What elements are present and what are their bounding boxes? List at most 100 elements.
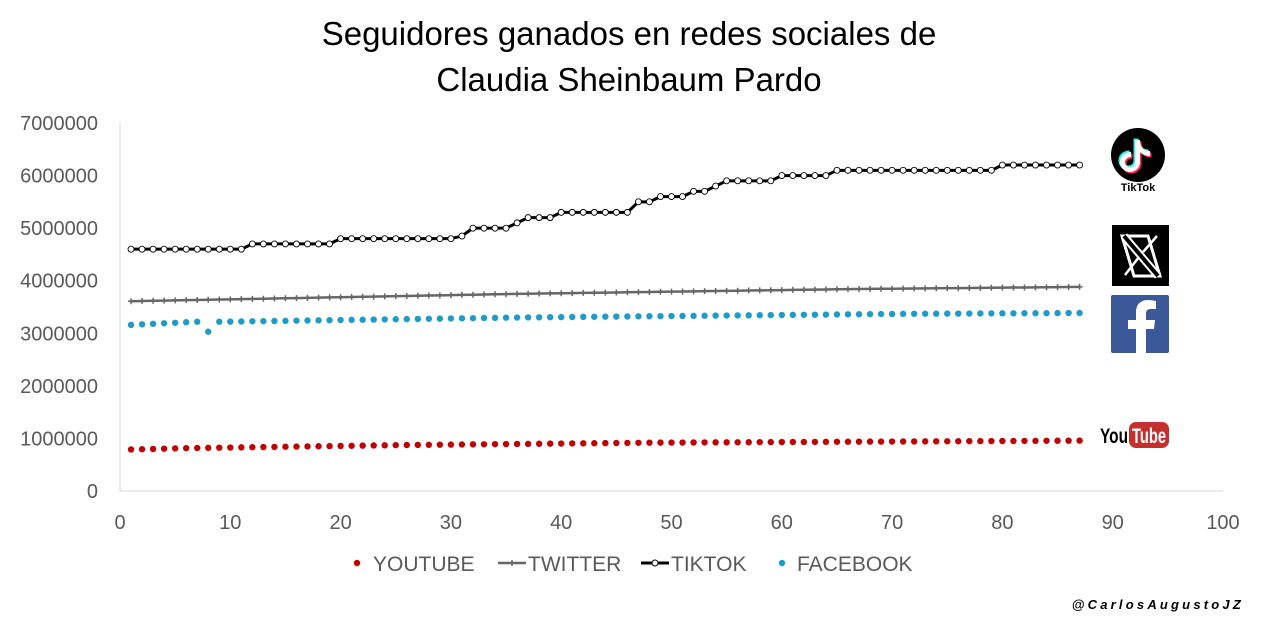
tiktok-point	[392, 235, 400, 243]
tiktok-point	[800, 172, 808, 180]
youtube-point	[778, 438, 785, 446]
twitter-point	[613, 289, 620, 296]
facebook-point	[1021, 310, 1028, 317]
tiktok-point	[866, 166, 874, 174]
facebook-point	[513, 314, 521, 321]
tiktok-point	[370, 235, 378, 243]
twitter-point	[503, 291, 510, 298]
youtube-point	[933, 438, 940, 445]
facebook-point	[944, 310, 951, 317]
youtube-point	[249, 444, 256, 451]
tiktok-point	[513, 219, 521, 227]
youtube-point	[403, 441, 410, 449]
facebook-point	[855, 311, 863, 318]
youtube-point	[712, 439, 719, 446]
youtube-point	[458, 441, 466, 448]
tiktok-point	[888, 166, 896, 174]
facebook-point	[833, 311, 841, 318]
facebook-point	[999, 310, 1006, 317]
youtube-point	[756, 438, 763, 446]
twitter-point	[381, 293, 388, 300]
chart-title-line-1: Seguidores ganados en redes sociales de	[321, 15, 937, 52]
youtube-point	[271, 443, 278, 451]
tiktok-point	[976, 166, 984, 174]
tiktok-point	[690, 187, 698, 195]
facebook-point	[778, 311, 785, 319]
twitter-point	[955, 285, 962, 292]
youtube-point	[1065, 437, 1072, 444]
legend-marker-point-tiktok	[651, 559, 659, 567]
facebook-point	[767, 311, 774, 319]
tiktok-point	[293, 240, 300, 248]
tiktok-point	[127, 245, 135, 253]
twitter-point	[282, 295, 289, 302]
youtube-point	[238, 444, 245, 451]
facebook-point	[546, 313, 554, 321]
youtube-point	[1076, 437, 1083, 444]
youtube-point	[613, 439, 620, 447]
youtube-point	[701, 439, 708, 446]
youtube-point	[469, 441, 477, 448]
tiktok-point	[1043, 161, 1050, 169]
tiktok-note-icon	[1118, 138, 1152, 174]
youtube-point	[800, 438, 808, 446]
twitter-point	[1043, 284, 1050, 291]
facebook-point	[359, 316, 366, 323]
tiktok-point	[469, 224, 477, 232]
twitter-point	[933, 285, 940, 292]
axes: 0 1000000 2000000 3000000 4000000 5000000 6000…	[20, 113, 1240, 534]
twitter-series	[128, 283, 1083, 305]
youtube-point	[844, 438, 852, 445]
twitter-point	[701, 288, 708, 295]
facebook-point	[1043, 309, 1050, 317]
facebook-point	[745, 312, 752, 319]
youtube-point	[767, 438, 774, 446]
twitter-point	[403, 292, 410, 299]
twitter-point	[414, 292, 421, 299]
twitter-point	[492, 291, 499, 298]
twitter-point	[458, 291, 465, 298]
tiktok-point	[623, 208, 631, 216]
youtube-point	[988, 437, 995, 445]
legend-item-tiktok: TIKTOK	[641, 553, 746, 576]
tiktok-point	[1076, 161, 1084, 169]
facebook-point	[127, 321, 135, 329]
x-tick-label: 70	[881, 512, 903, 534]
twitter-point	[1010, 284, 1017, 291]
tiktok-point	[657, 193, 664, 201]
tiktok-point	[403, 235, 411, 243]
tiktok-point	[1021, 161, 1028, 169]
youtube-point	[414, 441, 422, 449]
youtube-point	[977, 437, 984, 445]
twitter-point	[194, 296, 201, 303]
twitter-point	[150, 297, 157, 304]
twitter-point	[326, 294, 333, 301]
legend: YOUTUBE TWITTER TIKTOK FACEBOOK	[353, 553, 913, 576]
facebook-point	[933, 310, 940, 317]
youtube-point	[326, 442, 333, 450]
tiktok-point	[590, 208, 598, 216]
youtube-point	[679, 439, 686, 446]
facebook-logo	[1111, 295, 1169, 353]
facebook-point	[502, 314, 510, 321]
youtube-point	[745, 439, 752, 446]
youtube-point	[546, 440, 554, 447]
facebook-point	[238, 318, 245, 325]
tiktok-point	[965, 166, 973, 174]
tiktok-point	[756, 177, 764, 185]
legend-marker-facebook	[778, 559, 786, 567]
twitter-point	[139, 298, 146, 305]
youtube-point	[944, 438, 951, 445]
youtube-point	[877, 438, 885, 445]
facebook-point	[138, 321, 146, 328]
youtube-point	[171, 445, 179, 452]
facebook-point	[646, 313, 653, 320]
twitter-point	[580, 289, 587, 296]
youtube-point	[921, 438, 929, 445]
chart-title-line-2: Claudia Sheinbaum Pardo	[436, 61, 822, 98]
facebook-point	[315, 317, 322, 324]
twitter-point	[359, 293, 366, 300]
facebook-point	[271, 317, 278, 325]
tiktok-point	[458, 232, 466, 240]
tiktok-point	[259, 240, 267, 248]
